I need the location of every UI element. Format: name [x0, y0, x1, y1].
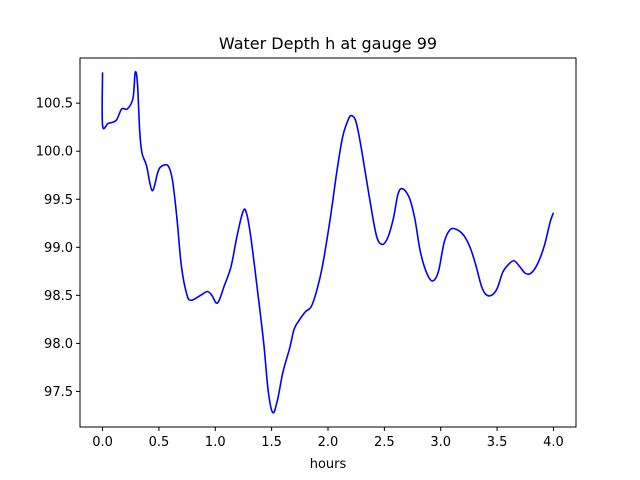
x-tick-label: 2.5	[374, 435, 395, 450]
x-tick-label: 2.0	[318, 435, 339, 450]
y-tick-label: 99.5	[44, 193, 73, 208]
x-tick-label: 1.0	[205, 435, 226, 450]
series-layer	[101, 71, 555, 414]
x-tick-label: 1.5	[261, 435, 282, 450]
y-tick-label: 100.0	[36, 145, 73, 160]
x-tick-label: 0.0	[92, 435, 113, 450]
y-tick-label: 98.0	[44, 337, 73, 352]
series-line	[101, 71, 555, 414]
x-tick-label: 3.0	[430, 435, 451, 450]
x-tick-label: 0.5	[149, 435, 170, 450]
x-axis-label: hours	[310, 457, 347, 472]
plot-frame	[79, 57, 577, 428]
y-tick-label: 98.5	[44, 289, 73, 304]
y-tick-label: 100.5	[36, 97, 73, 112]
x-tick-label: 4.0	[543, 435, 564, 450]
y-tick-label: 99.0	[44, 241, 73, 256]
y-tick-label: 97.5	[44, 385, 73, 400]
chart-title: Water Depth h at gauge 99	[219, 34, 437, 53]
ticks-layer: 0.0 0.5 1.0 1.5 2.0 2.5 3.0 3.5 4.0 97.5 98.0 98.5 9…	[36, 97, 564, 450]
plot-area	[80, 58, 576, 427]
x-tick-label: 3.5	[487, 435, 508, 450]
